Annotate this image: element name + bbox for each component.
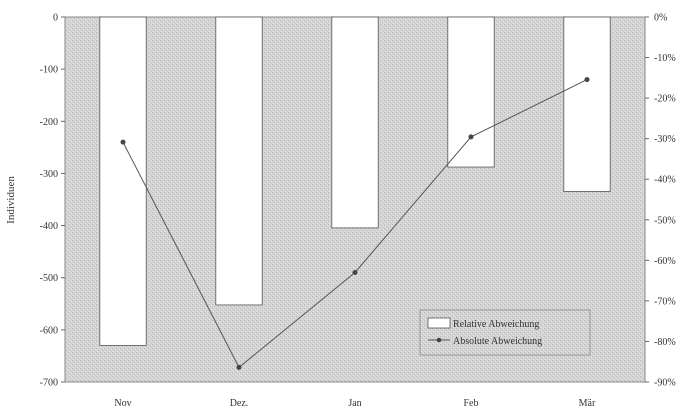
bar bbox=[99, 16, 147, 346]
legend-line-label: Absolute Abweichung bbox=[453, 336, 542, 347]
y-tick-label: 0 bbox=[53, 13, 58, 24]
y-tick-label: -300 bbox=[40, 169, 58, 180]
y-tick-label: -100 bbox=[40, 65, 58, 76]
bar bbox=[563, 16, 611, 192]
y-tick-label: -200 bbox=[40, 117, 58, 128]
y-tick-label: -600 bbox=[40, 325, 58, 336]
y2-tick-label: -60% bbox=[654, 256, 676, 267]
x-tick-label: Feb bbox=[464, 398, 479, 409]
x-tick-label: Dez. bbox=[230, 398, 249, 409]
line-point bbox=[120, 139, 126, 145]
line-point bbox=[352, 270, 358, 275]
y-axis-title: Individuen bbox=[5, 176, 17, 224]
legend-bar-swatch bbox=[427, 317, 451, 329]
y-tick-label: -500 bbox=[40, 273, 58, 284]
y2-tick-label: -40% bbox=[654, 175, 676, 186]
line-point bbox=[236, 364, 242, 370]
y-tick-label: -400 bbox=[40, 221, 58, 232]
y2-tick-label: -50% bbox=[654, 215, 676, 226]
y2-tick-label: -20% bbox=[654, 94, 676, 105]
line-point bbox=[584, 77, 590, 83]
y2-tick-label: 0% bbox=[654, 13, 667, 24]
y2-tick-label: -30% bbox=[654, 134, 676, 145]
legend-box bbox=[419, 309, 591, 356]
x-tick-label: Jan bbox=[348, 398, 361, 409]
bar bbox=[447, 16, 495, 168]
y2-tick-label: -80% bbox=[654, 337, 676, 348]
x-tick-label: Nov bbox=[114, 398, 131, 409]
legend: Relative Abweichung Absolute Abweichung bbox=[419, 309, 591, 356]
y2-tick-label: -70% bbox=[654, 296, 676, 307]
y2-tick-label: -90% bbox=[654, 378, 676, 389]
bar bbox=[215, 16, 263, 306]
x-tick-label: Mär bbox=[579, 398, 596, 409]
line-point bbox=[468, 134, 474, 140]
legend-line-marker bbox=[436, 337, 442, 343]
bar bbox=[331, 16, 379, 229]
y-tick-label: -700 bbox=[40, 378, 58, 389]
legend-bar-label: Relative Abweichung bbox=[453, 319, 539, 330]
y2-tick-label: -10% bbox=[654, 53, 676, 64]
